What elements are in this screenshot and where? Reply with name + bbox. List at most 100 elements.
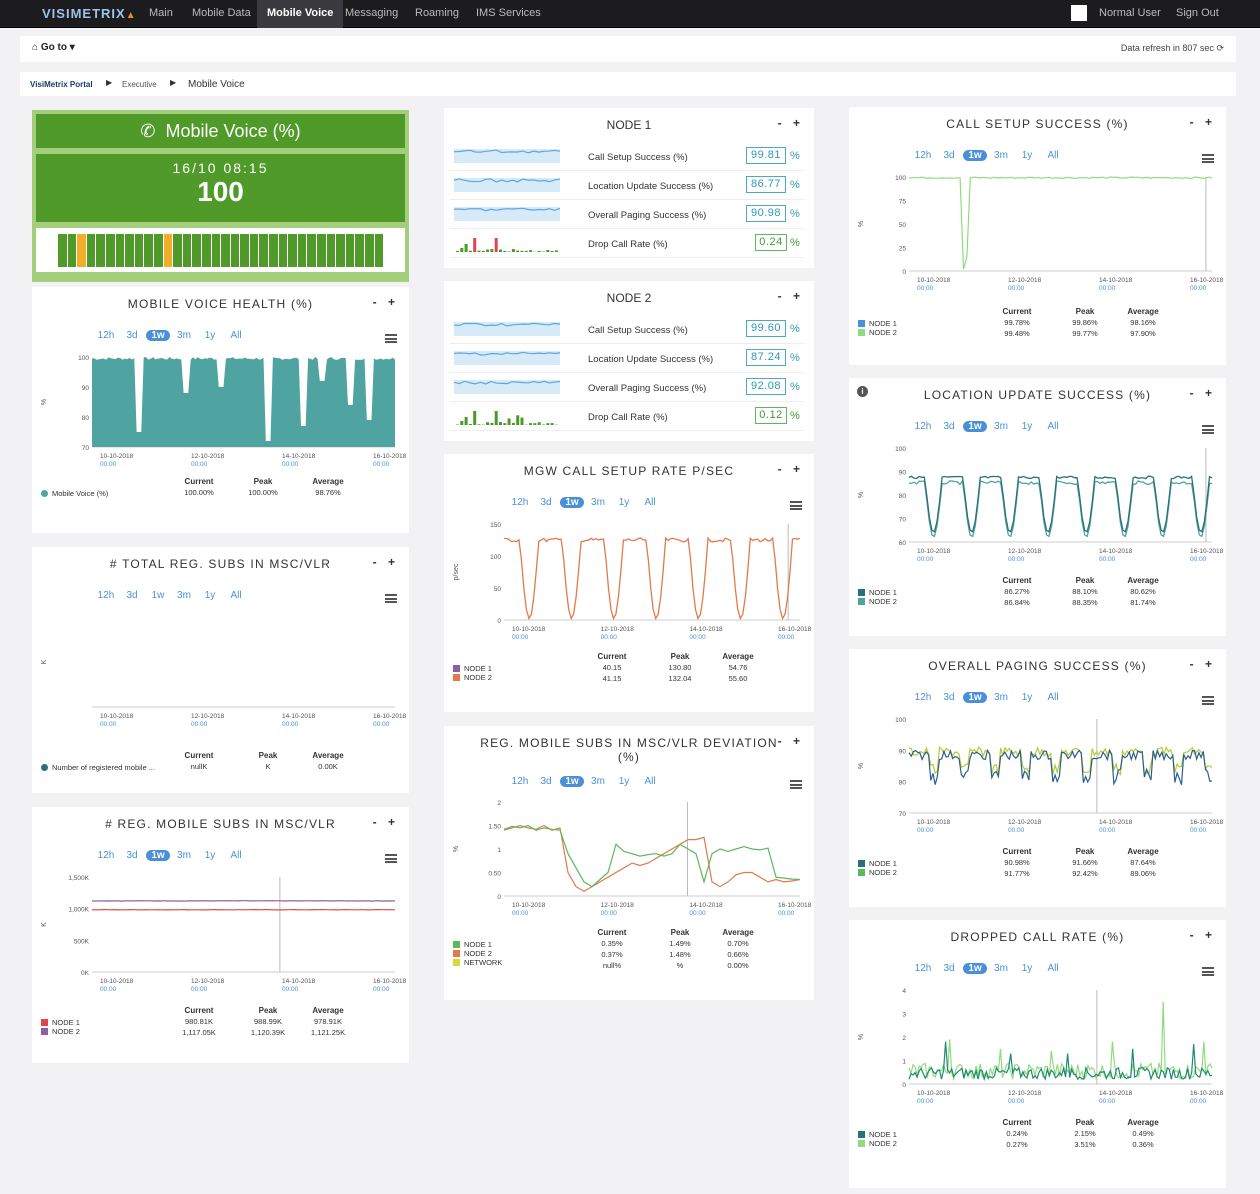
series-line[interactable] <box>908 745 1213 777</box>
status-bar[interactable] <box>192 234 201 267</box>
range-1y[interactable]: 1y <box>204 590 216 601</box>
user-menu[interactable]: Normal User <box>1099 7 1161 19</box>
info-icon[interactable]: i <box>857 386 868 397</box>
nav-mobile-voice[interactable]: Mobile Voice <box>257 0 344 28</box>
legend-item[interactable]: NODE 2 <box>858 868 897 877</box>
node-metric-row[interactable]: Overall Paging Success (%) 90.98% <box>450 201 805 229</box>
series-line[interactable] <box>908 1041 1213 1082</box>
node-metric-row[interactable]: Location Update Success (%) 87.24% <box>450 345 805 373</box>
status-bar[interactable] <box>288 234 297 267</box>
series-line[interactable] <box>503 824 801 892</box>
chart-menu-icon[interactable] <box>1202 425 1214 434</box>
chart-menu-icon[interactable] <box>385 334 397 343</box>
status-bar[interactable] <box>163 234 173 267</box>
range-All[interactable]: All <box>230 330 242 341</box>
legend-item[interactable]: NODE 1 <box>858 319 897 328</box>
chart-menu-icon[interactable] <box>1202 696 1214 705</box>
range-All[interactable]: All <box>644 776 656 787</box>
legend-item[interactable]: NODE 1 <box>858 1130 897 1139</box>
node-metric-row[interactable]: Call Setup Success (%) 99.60% <box>450 316 805 344</box>
legend-item[interactable]: Mobile Voice (%) <box>41 489 108 498</box>
user-avatar[interactable] <box>1071 5 1087 21</box>
chart-menu-icon[interactable] <box>790 780 802 789</box>
nav-ims-services[interactable]: IMS Services <box>476 7 541 19</box>
range-12h[interactable]: 12h <box>914 692 932 703</box>
range-3d[interactable]: 3d <box>540 497 552 508</box>
range-12h[interactable]: 12h <box>914 963 932 974</box>
range-1w[interactable]: 1w <box>146 850 170 861</box>
series-line[interactable] <box>908 748 1213 786</box>
status-bar[interactable] <box>173 234 182 267</box>
node-metric-row[interactable]: Drop Call Rate (%) 0.12% <box>450 403 805 431</box>
chart-menu-icon[interactable] <box>1202 154 1214 163</box>
range-1w[interactable]: 1w <box>146 330 170 341</box>
status-bar[interactable] <box>307 234 317 267</box>
status-bar[interactable] <box>67 234 77 267</box>
legend-item[interactable]: NODE 2 <box>453 673 492 682</box>
series-line[interactable] <box>908 1001 1213 1082</box>
status-bar[interactable] <box>144 234 153 267</box>
status-bar[interactable] <box>221 234 230 267</box>
legend-item[interactable]: NODE 2 <box>858 1139 897 1148</box>
panel-resize-controls[interactable]: - + <box>1189 115 1216 129</box>
status-bar[interactable] <box>240 234 249 267</box>
status-bar[interactable] <box>326 234 336 267</box>
goto-dropdown[interactable]: ⌂ Go to ▾ <box>32 42 75 53</box>
range-All[interactable]: All <box>230 850 242 861</box>
range-All[interactable]: All <box>230 590 242 601</box>
legend-item[interactable]: NETWORK <box>453 958 502 967</box>
range-3m[interactable]: 3m <box>994 421 1008 432</box>
range-1y[interactable]: 1y <box>1021 963 1033 974</box>
status-bar[interactable] <box>259 234 269 267</box>
status-bar[interactable] <box>355 234 364 267</box>
range-1w[interactable]: 1w <box>560 776 584 787</box>
range-All[interactable]: All <box>1047 421 1059 432</box>
status-bar[interactable] <box>105 234 115 267</box>
range-12h[interactable]: 12h <box>97 590 115 601</box>
breadcrumb-portal[interactable]: VisiMetrix Portal <box>30 80 93 89</box>
range-All[interactable]: All <box>1047 963 1059 974</box>
status-bar[interactable] <box>317 234 326 267</box>
panel-resize-controls[interactable]: - + <box>777 462 804 476</box>
series-line[interactable] <box>908 176 1213 270</box>
legend-item[interactable]: NODE 1 <box>858 588 897 597</box>
range-3m[interactable]: 3m <box>177 590 191 601</box>
range-1y[interactable]: 1y <box>1021 150 1033 161</box>
breadcrumb-executive[interactable]: Executive <box>122 80 157 89</box>
range-3m[interactable]: 3m <box>591 776 605 787</box>
panel-resize-controls[interactable]: - + <box>777 734 804 748</box>
status-bar[interactable] <box>345 234 355 267</box>
status-bar[interactable] <box>297 234 307 267</box>
status-bar[interactable] <box>86 234 96 267</box>
legend-item[interactable]: Number of registered mobile ... <box>41 763 155 772</box>
range-12h[interactable]: 12h <box>97 850 115 861</box>
status-bar[interactable] <box>278 234 288 267</box>
range-3m[interactable]: 3m <box>177 330 191 341</box>
legend-item[interactable]: NODE 2 <box>41 1027 80 1036</box>
node-metric-row[interactable]: Overall Paging Success (%) 92.08% <box>450 374 805 402</box>
range-3d[interactable]: 3d <box>126 850 138 861</box>
sign-out-link[interactable]: Sign Out <box>1176 7 1219 19</box>
nav-main[interactable]: Main <box>149 7 173 19</box>
range-12h[interactable]: 12h <box>914 421 932 432</box>
legend-item[interactable]: NODE 1 <box>453 664 492 673</box>
range-1w[interactable]: 1w <box>963 150 987 161</box>
panel-resize-controls[interactable]: - + <box>777 116 804 130</box>
status-bar[interactable] <box>134 234 144 267</box>
range-12h[interactable]: 12h <box>511 497 529 508</box>
range-3m[interactable]: 3m <box>994 692 1008 703</box>
legend-item[interactable]: NODE 1 <box>453 940 492 949</box>
series-line[interactable] <box>908 479 1213 538</box>
status-bar[interactable] <box>230 234 240 267</box>
range-1w[interactable]: 1w <box>963 421 987 432</box>
legend-item[interactable]: NODE 2 <box>453 949 492 958</box>
panel-resize-controls[interactable]: - + <box>1189 928 1216 942</box>
nav-messaging[interactable]: Messaging <box>345 7 399 19</box>
chart-menu-icon[interactable] <box>385 854 397 863</box>
range-12h[interactable]: 12h <box>914 150 932 161</box>
panel-resize-controls[interactable]: - + <box>1189 386 1216 400</box>
range-1y[interactable]: 1y <box>618 497 630 508</box>
brand-logo[interactable]: VISIMETRIX▲ <box>42 6 137 21</box>
panel-resize-controls[interactable]: - + <box>372 555 399 569</box>
chart-menu-icon[interactable] <box>1202 967 1214 976</box>
